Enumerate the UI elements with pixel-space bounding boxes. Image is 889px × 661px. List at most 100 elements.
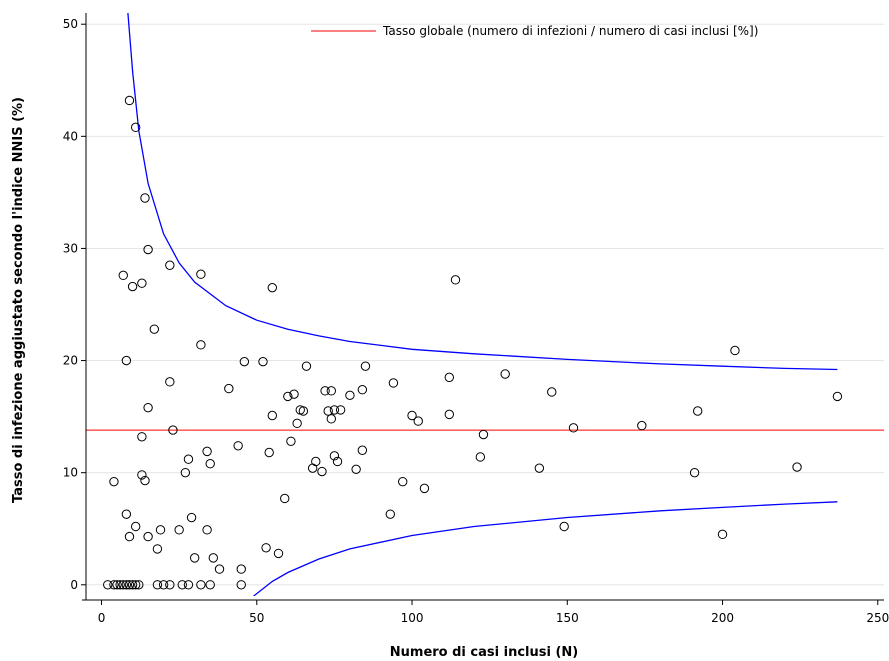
data-point — [180, 467, 191, 478]
data-point — [189, 553, 200, 563]
data-point — [155, 525, 166, 535]
data-point — [475, 452, 486, 462]
data-point — [286, 436, 296, 446]
data-point — [196, 340, 206, 350]
data-point — [444, 372, 454, 383]
data-point — [329, 405, 340, 415]
data-point — [165, 580, 175, 590]
data-point — [280, 493, 290, 504]
data-point — [121, 580, 132, 590]
data-point — [186, 512, 197, 523]
upper-control-limit — [127, 13, 838, 371]
data-point — [385, 509, 395, 519]
data-point — [500, 369, 510, 379]
data-point — [183, 454, 194, 464]
data-point — [568, 423, 579, 433]
data-point — [534, 463, 545, 473]
data-point — [398, 476, 408, 487]
data-point — [317, 466, 327, 477]
data-point — [407, 410, 417, 421]
data-point — [205, 580, 215, 590]
y-tick-label: 40 — [63, 129, 78, 143]
y-tick-label: 50 — [63, 17, 78, 31]
data-point — [165, 260, 175, 270]
lower-control-limit — [253, 501, 838, 596]
data-point — [121, 509, 132, 519]
data-point — [202, 446, 212, 457]
data-point — [292, 418, 302, 429]
data-point — [130, 580, 141, 590]
data-point — [239, 356, 250, 367]
gridlines — [86, 23, 884, 586]
x-axis-title: Numero di casi inclusi (N) — [390, 645, 578, 660]
data-point — [419, 483, 430, 494]
legend: Tasso globale (numero di infezioni / num… — [311, 24, 758, 38]
data-point — [214, 564, 225, 574]
y-tick-label: 10 — [63, 466, 78, 480]
x-tick-label: 150 — [556, 611, 579, 625]
data-point — [183, 580, 194, 590]
data-point — [236, 580, 246, 590]
data-point — [196, 580, 206, 590]
data-point — [326, 386, 336, 396]
data-point — [637, 420, 647, 431]
data-point — [118, 270, 128, 281]
data-point — [149, 324, 160, 334]
data-point — [134, 580, 144, 590]
data-point — [103, 580, 113, 590]
data-point — [388, 378, 399, 388]
x-tick-label: 100 — [401, 611, 424, 625]
data-point — [112, 580, 122, 590]
y-axis-title: Tasso di infezione aggiustato secondo l'… — [11, 97, 26, 503]
data-point — [267, 410, 278, 421]
data-point — [121, 355, 132, 366]
data-point — [127, 281, 138, 292]
data-point — [444, 409, 454, 420]
data-point — [832, 391, 843, 402]
data-point — [115, 580, 125, 590]
data-point — [267, 282, 278, 293]
data-point — [792, 462, 802, 472]
data-point — [264, 447, 274, 458]
data-point — [717, 529, 728, 540]
x-tick-label: 200 — [711, 611, 734, 625]
data-point — [450, 275, 461, 285]
data-point — [478, 429, 489, 440]
data-point — [124, 580, 135, 590]
axes — [82, 13, 884, 601]
data-point — [689, 467, 700, 478]
data-point — [177, 580, 187, 590]
data-point — [289, 389, 299, 399]
data-point — [152, 544, 163, 554]
data-point — [130, 521, 141, 532]
data-point — [547, 387, 557, 397]
data-point — [351, 464, 361, 475]
data-point — [360, 361, 371, 371]
data-point — [323, 406, 333, 416]
data-point — [124, 531, 135, 542]
data-point — [357, 385, 368, 395]
data-point — [118, 580, 128, 590]
data-point — [273, 548, 284, 559]
data-point — [109, 476, 119, 487]
data-point — [168, 425, 178, 435]
data-point — [158, 580, 169, 590]
data-point — [258, 356, 268, 367]
data-point — [205, 459, 215, 469]
data-point — [326, 414, 336, 424]
x-tick-label: 0 — [98, 611, 106, 625]
scatter-points — [103, 95, 843, 590]
data-point — [320, 386, 330, 396]
data-point — [357, 445, 368, 455]
data-point — [202, 525, 212, 535]
data-point — [127, 580, 138, 590]
data-point — [298, 406, 309, 416]
data-point — [165, 377, 175, 387]
data-point — [311, 456, 321, 467]
data-point — [233, 441, 243, 451]
data-point — [208, 553, 219, 563]
data-point — [137, 470, 147, 480]
data-point — [345, 390, 355, 401]
tick-labels: 0 10 20 30 40 50 0 50 100 150 200 250 — [63, 17, 889, 625]
